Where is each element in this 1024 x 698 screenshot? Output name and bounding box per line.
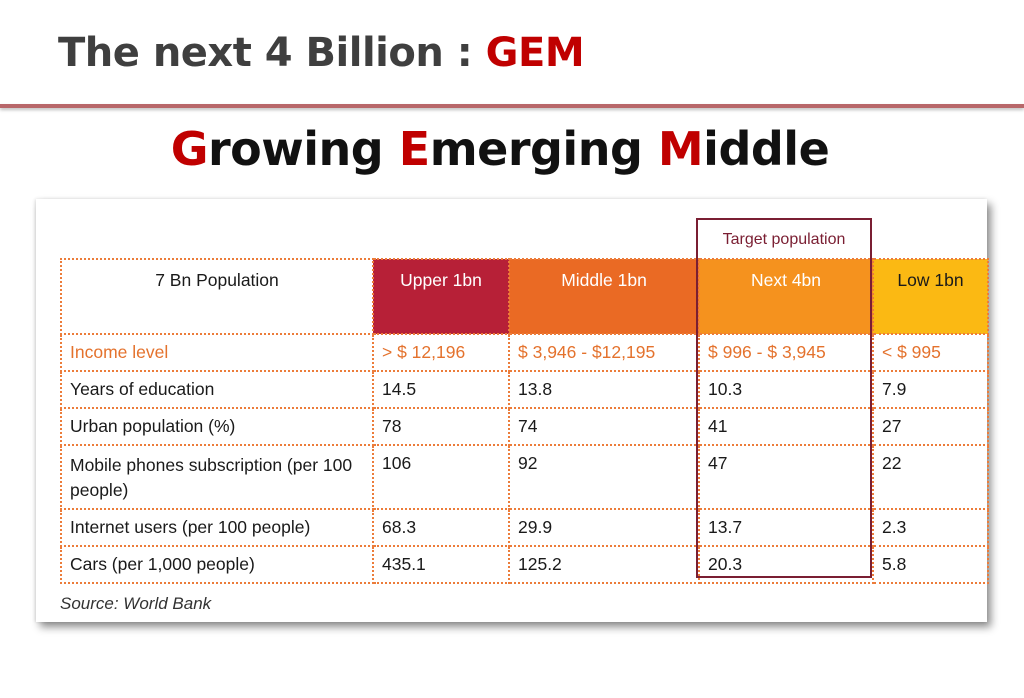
cell-upper: 14.5 <box>372 370 510 409</box>
cell-upper: > $ 12,196 <box>372 333 510 372</box>
cell-upper: 435.1 <box>372 545 510 584</box>
cell-middle: 74 <box>508 407 700 446</box>
table-header-row: 7 Bn Population Upper 1bn Middle 1bn Nex… <box>60 258 989 335</box>
title-divider <box>0 104 1024 108</box>
cell-next: 10.3 <box>698 370 874 409</box>
cell-low: 7.9 <box>872 370 989 409</box>
cell-next: 13.7 <box>698 508 874 547</box>
cell-upper: 78 <box>372 407 510 446</box>
table-row: Internet users (per 100 people) 68.3 29.… <box>60 508 989 547</box>
row-label: Cars (per 1,000 people) <box>60 545 374 584</box>
cell-low: 2.3 <box>872 508 989 547</box>
slide-title-accent: GEM <box>485 30 585 76</box>
cell-next: 41 <box>698 407 874 446</box>
cell-upper: 106 <box>372 444 510 510</box>
cell-low: < $ 995 <box>872 333 989 372</box>
header-low-1bn: Low 1bn <box>872 258 989 335</box>
subtitle: Growing Emerging Middle <box>0 122 1000 176</box>
cell-low: 5.8 <box>872 545 989 584</box>
row-label: Internet users (per 100 people) <box>60 508 374 547</box>
row-label: Years of education <box>60 370 374 409</box>
cell-middle: $ 3,946 - $12,195 <box>508 333 700 372</box>
subtitle-m-rest: iddle <box>703 122 830 176</box>
subtitle-e-cap: E <box>398 122 430 176</box>
cell-next: $ 996 - $ 3,945 <box>698 333 874 372</box>
subtitle-m-cap: M <box>657 122 704 176</box>
slide-title: The next 4 Billion : GEM <box>58 30 585 76</box>
header-population: 7 Bn Population <box>60 258 374 335</box>
row-label: Urban population (%) <box>60 407 374 446</box>
table-row: Income level > $ 12,196 $ 3,946 - $12,19… <box>60 333 989 372</box>
table-row: Urban population (%) 78 74 41 27 <box>60 407 989 446</box>
cell-middle: 13.8 <box>508 370 700 409</box>
slide-title-main: The next 4 Billion : <box>58 30 486 76</box>
target-population-label: Target population <box>722 231 846 248</box>
table-row: Cars (per 1,000 people) 435.1 125.2 20.3… <box>60 545 989 584</box>
population-table: 7 Bn Population Upper 1bn Middle 1bn Nex… <box>60 258 989 584</box>
subtitle-g-cap: G <box>170 122 209 176</box>
cell-low: 22 <box>872 444 989 510</box>
header-upper-1bn: Upper 1bn <box>372 258 510 335</box>
cell-middle: 92 <box>508 444 700 510</box>
cell-next: 20.3 <box>698 545 874 584</box>
subtitle-e-rest: merging <box>429 122 658 176</box>
header-next-4bn: Next 4bn <box>698 258 874 335</box>
cell-upper: 68.3 <box>372 508 510 547</box>
source-note: Source: World Bank <box>60 594 212 613</box>
subtitle-g-rest: rowing <box>208 122 399 176</box>
table-row: Years of education 14.5 13.8 10.3 7.9 <box>60 370 989 409</box>
cell-middle: 125.2 <box>508 545 700 584</box>
row-label: Income level <box>60 333 374 372</box>
cell-next: 47 <box>698 444 874 510</box>
cell-low: 27 <box>872 407 989 446</box>
cell-middle: 29.9 <box>508 508 700 547</box>
table-row: Mobile phones subscription (per 100 peop… <box>60 444 989 510</box>
row-label: Mobile phones subscription (per 100 peop… <box>60 444 374 510</box>
header-middle-1bn: Middle 1bn <box>508 258 700 335</box>
